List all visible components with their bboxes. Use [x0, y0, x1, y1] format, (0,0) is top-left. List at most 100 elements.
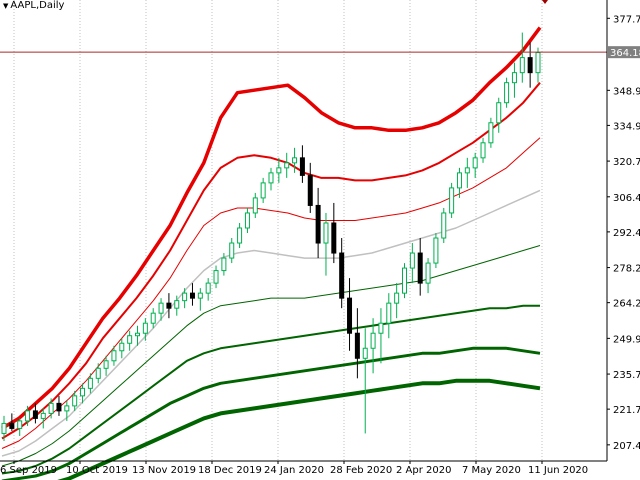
candle-body: [260, 182, 266, 199]
chart-title: ▼ AAPL,Daily: [3, 0, 64, 12]
price-tick-label: 278.20: [613, 264, 640, 275]
candle-body: [197, 292, 203, 299]
price-tick-label: 377.70: [613, 14, 640, 25]
candle-body: [394, 292, 400, 304]
candle-body: [441, 212, 447, 239]
candle-body: [142, 322, 148, 334]
candle-body: [511, 72, 517, 84]
candle-body: [276, 167, 282, 174]
price-tick-label: 306.45: [613, 193, 640, 204]
candle-body: [331, 222, 337, 254]
candle-body: [354, 332, 360, 359]
candle-body: [174, 300, 180, 309]
candle-body: [409, 252, 415, 269]
candle-body: [252, 197, 258, 214]
price-tick-label: 235.70: [613, 370, 640, 381]
axes: [0, 0, 608, 462]
candle-body: [166, 302, 172, 309]
candle-body: [307, 174, 313, 206]
current-price-box: [608, 46, 640, 59]
band-middle-line: [1, 189, 541, 457]
candle-body: [362, 347, 368, 359]
candle-body: [417, 252, 423, 284]
candle-body: [17, 420, 23, 429]
current-price-marker: 364.18: [608, 46, 640, 59]
candle-body: [339, 252, 345, 299]
candle-body: [237, 227, 243, 244]
date-tick-label: 24 Jan 2020: [264, 465, 324, 476]
chart-title-text: AAPL,Daily: [10, 0, 65, 11]
candle-body: [386, 302, 392, 324]
price-tick-label: 264.20: [613, 299, 640, 310]
envelope-bands: [1, 26, 542, 480]
candle-body: [135, 332, 140, 337]
price-tick-label: 320.70: [613, 157, 640, 168]
candle-body: [182, 292, 188, 302]
candle-body: [158, 302, 164, 314]
date-tick-label: 2 Apr 2020: [396, 465, 451, 476]
date-tick-label: 10 Oct 2019: [66, 465, 128, 476]
candle-body: [268, 172, 274, 184]
candle-body: [299, 157, 305, 176]
candle-body: [527, 57, 533, 74]
candle-body: [1, 422, 7, 434]
candle-body: [449, 187, 455, 214]
candle-body: [504, 82, 510, 104]
time-scale: 6 Sep 2019 10 Oct 2019 13 Nov 2019 18 Dec 2…: [0, 461, 588, 476]
date-tick-label: 13 Nov 2019: [132, 465, 196, 476]
candle-body: [103, 360, 109, 369]
candle-body: [480, 142, 486, 159]
candle-body: [347, 297, 353, 334]
price-tick-label: 249.95: [613, 334, 640, 345]
candle-body: [402, 267, 407, 294]
candle-body: [496, 102, 502, 124]
candle-body: [315, 204, 321, 244]
candle-body: [221, 257, 227, 272]
candle-body: [284, 162, 290, 169]
candle-body: [25, 410, 31, 422]
candle-body: [519, 57, 525, 74]
candle-body: [535, 52, 541, 74]
candle-body: [425, 262, 431, 284]
band-lower-3-line: [1, 346, 541, 480]
band-lower-1-line: [1, 245, 541, 467]
candle-body: [456, 172, 462, 189]
candle-body: [213, 270, 219, 284]
price-tick-label: 207.45: [613, 441, 640, 452]
candle-body: [189, 292, 195, 299]
band-upper-3-line: [1, 26, 542, 430]
price-scale: 377.70 348.95 334.95 320.70 306.45 292.45 278.…: [607, 14, 640, 452]
date-tick-label: 7 May 2020: [462, 465, 521, 476]
candle-body: [205, 282, 211, 294]
candle-body: [244, 212, 250, 229]
candle-body: [56, 402, 62, 412]
price-tick-label: 334.95: [613, 121, 640, 132]
candle-body: [150, 312, 156, 324]
band-lower-2-line: [1, 304, 540, 475]
candle-body: [119, 342, 125, 352]
band-upper-2-line: [1, 82, 541, 440]
candle-body: [32, 410, 38, 419]
arrow-icon: [542, 0, 548, 4]
candle-body: [229, 242, 235, 259]
candle-body: [323, 222, 329, 244]
caret-down-icon[interactable]: ▼: [3, 2, 9, 10]
candle-body: [48, 402, 54, 414]
candle-body: [127, 335, 133, 344]
current-price-label: 364.18: [610, 48, 640, 59]
price-tick-label: 221.70: [613, 405, 640, 416]
candle-body: [378, 322, 384, 334]
candle-body: [370, 332, 376, 349]
candle-body: [72, 395, 78, 407]
band-lower-4-line: [57, 378, 541, 480]
candle-body: [80, 387, 86, 397]
candle-body: [488, 122, 494, 144]
candle-body: [95, 367, 101, 379]
candle-body: [40, 412, 46, 419]
price-tick-label: 348.95: [613, 86, 640, 97]
candle-body: [9, 422, 15, 429]
date-tick-label: 18 Dec 2019: [198, 465, 262, 476]
date-tick-label: 28 Feb 2020: [330, 465, 392, 476]
